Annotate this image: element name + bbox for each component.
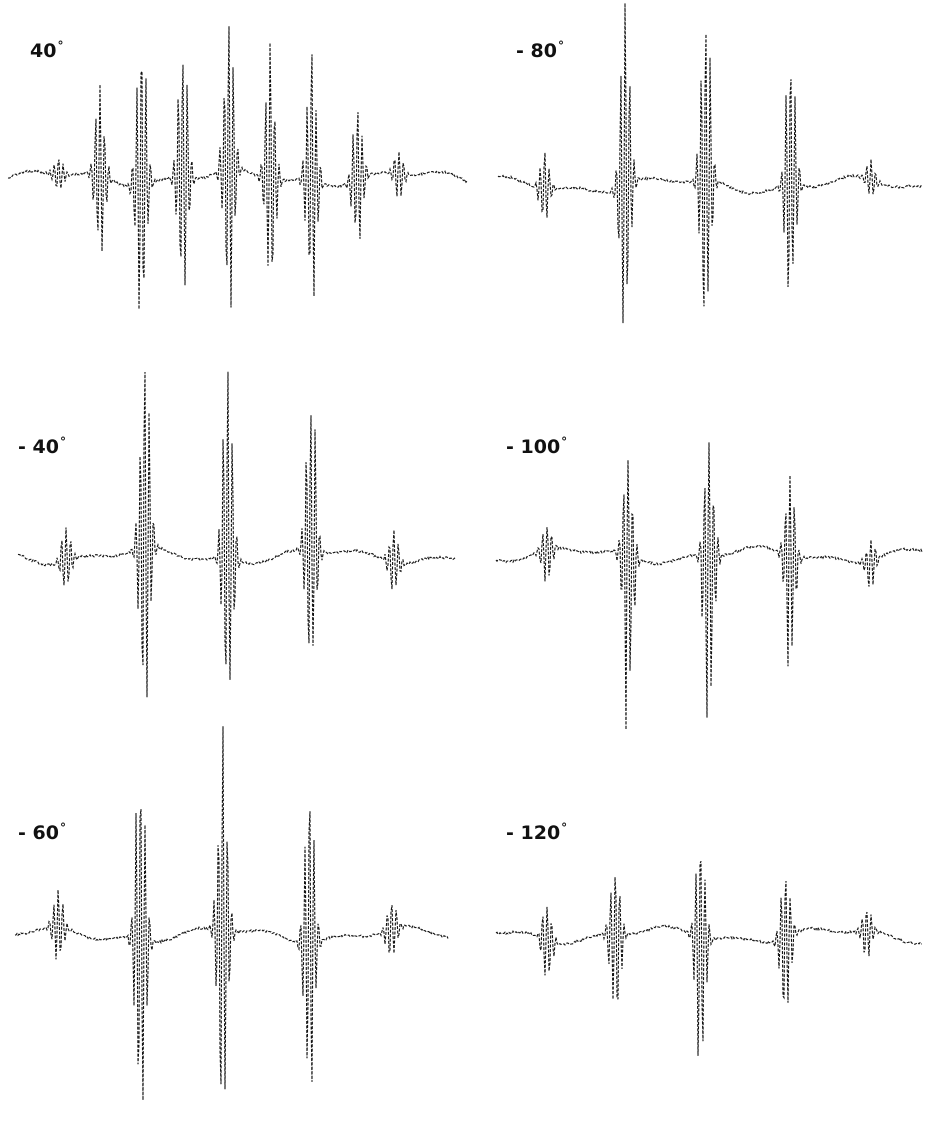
spectrum-trace-1 [7, 26, 469, 310]
panel-label-minus-80: - 80° [516, 39, 564, 62]
spectrum-line-1 [7, 26, 469, 310]
spectrum-line-6 [495, 860, 922, 1056]
spectrum-line-5 [14, 726, 449, 1101]
spectrum-line-3 [17, 371, 456, 698]
spectrum-trace-4 [495, 442, 923, 730]
panel-label-minus-60: - 60° [18, 821, 66, 844]
panel-label-minus-40: - 40° [18, 435, 66, 458]
spectrum-trace-2 [497, 3, 923, 324]
spectrum-trace-3 [17, 371, 456, 698]
spectrum-trace-5 [14, 726, 449, 1101]
spectrum-line-4 [495, 442, 923, 730]
panel-label-40: 40° [30, 39, 64, 62]
panel-label-minus-120: - 120° [506, 821, 568, 844]
panel-label-minus-100: - 100° [506, 435, 568, 458]
spectrum-line-2 [497, 3, 923, 324]
spectrum-trace-6 [495, 860, 922, 1056]
